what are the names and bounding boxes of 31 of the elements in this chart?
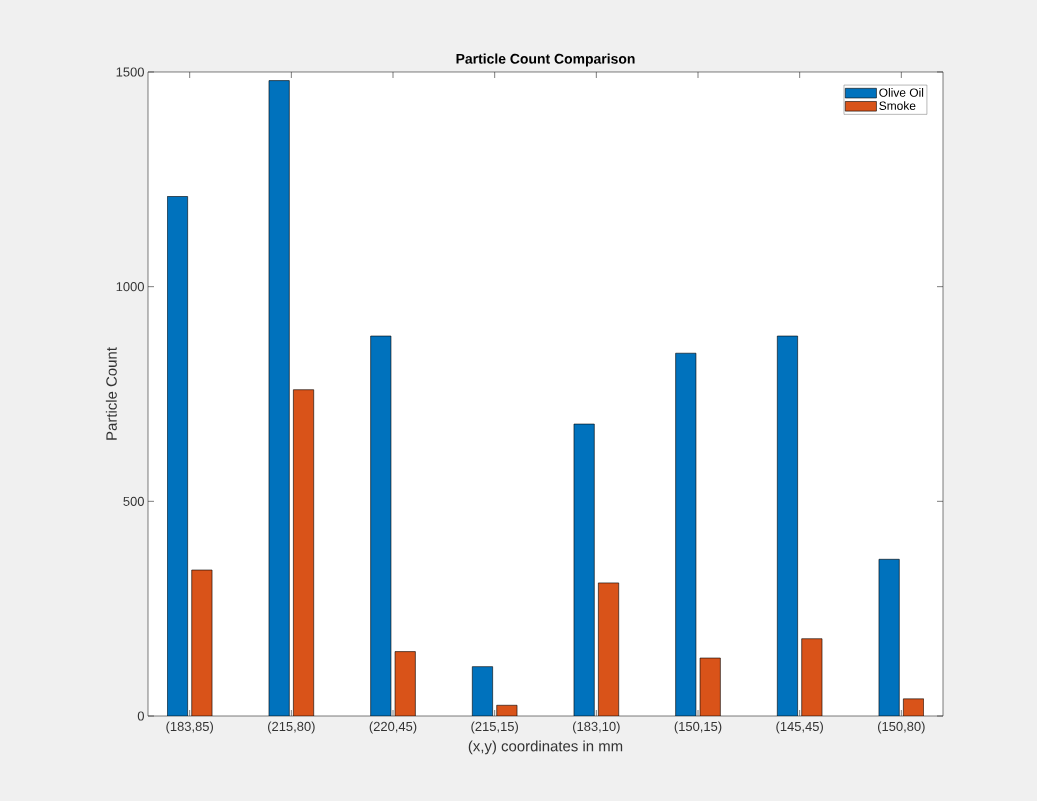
x-tick-label: (150,80)	[878, 721, 925, 734]
bar	[370, 335, 392, 716]
x-tick-label: (183,10)	[573, 721, 620, 734]
chart-title: Particle Count Comparison	[456, 53, 635, 67]
x-tick-label: (145,45)	[776, 721, 823, 734]
bar	[777, 335, 798, 716]
legend-label: Smoke	[879, 101, 916, 110]
bar	[191, 569, 213, 716]
x-tick-label: (215,80)	[268, 721, 315, 734]
y-tick-label: 500	[123, 496, 144, 506]
x-tick-label: (183,85)	[166, 721, 213, 734]
bar	[573, 423, 595, 716]
y-axis-title: Particle Count	[105, 347, 117, 440]
bar	[878, 558, 900, 716]
bar	[598, 582, 619, 716]
x-tick-label: (220,45)	[369, 721, 417, 734]
bar	[293, 389, 315, 716]
y-tick-label: 1500	[116, 67, 144, 77]
bar	[268, 80, 290, 716]
bar	[675, 352, 697, 716]
bar	[394, 651, 416, 716]
bar	[167, 196, 188, 716]
x-tick-label: (150,15)	[674, 721, 722, 734]
bar	[699, 657, 721, 716]
bar	[472, 666, 493, 716]
x-tick-label: (215,15)	[471, 721, 518, 734]
x-axis-title: (x,y) coordinates in mm	[468, 740, 623, 755]
y-tick-label: 0	[137, 711, 144, 721]
bar	[801, 638, 823, 716]
legend-label: Olive Oil	[879, 88, 924, 97]
y-tick-label: 1000	[116, 282, 144, 292]
